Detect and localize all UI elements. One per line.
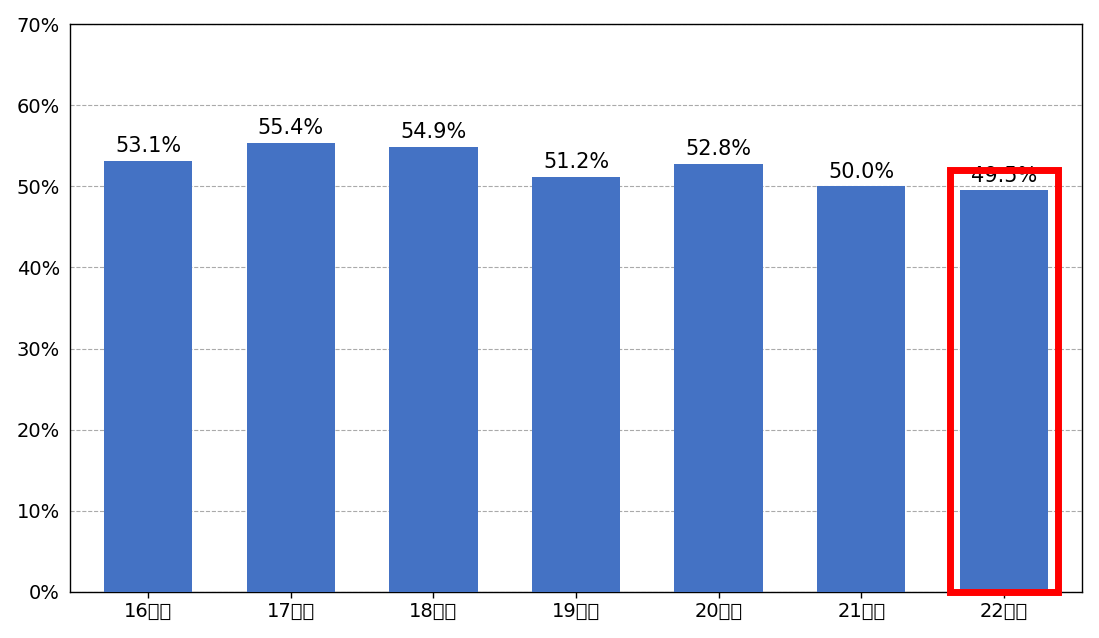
Bar [817,186,906,592]
Text: 51.2%: 51.2% [543,152,609,172]
Bar [532,177,620,592]
Text: 49.5%: 49.5% [970,166,1037,186]
Bar [950,170,1058,592]
Text: 52.8%: 52.8% [686,139,752,159]
Text: 50.0%: 50.0% [829,161,895,182]
Text: 53.1%: 53.1% [115,137,181,156]
Text: 54.9%: 54.9% [400,122,467,142]
Bar [675,164,763,592]
Bar [246,142,335,592]
Bar [104,161,192,592]
Bar [959,190,1048,592]
Text: 55.4%: 55.4% [258,118,324,138]
Bar [389,147,478,592]
